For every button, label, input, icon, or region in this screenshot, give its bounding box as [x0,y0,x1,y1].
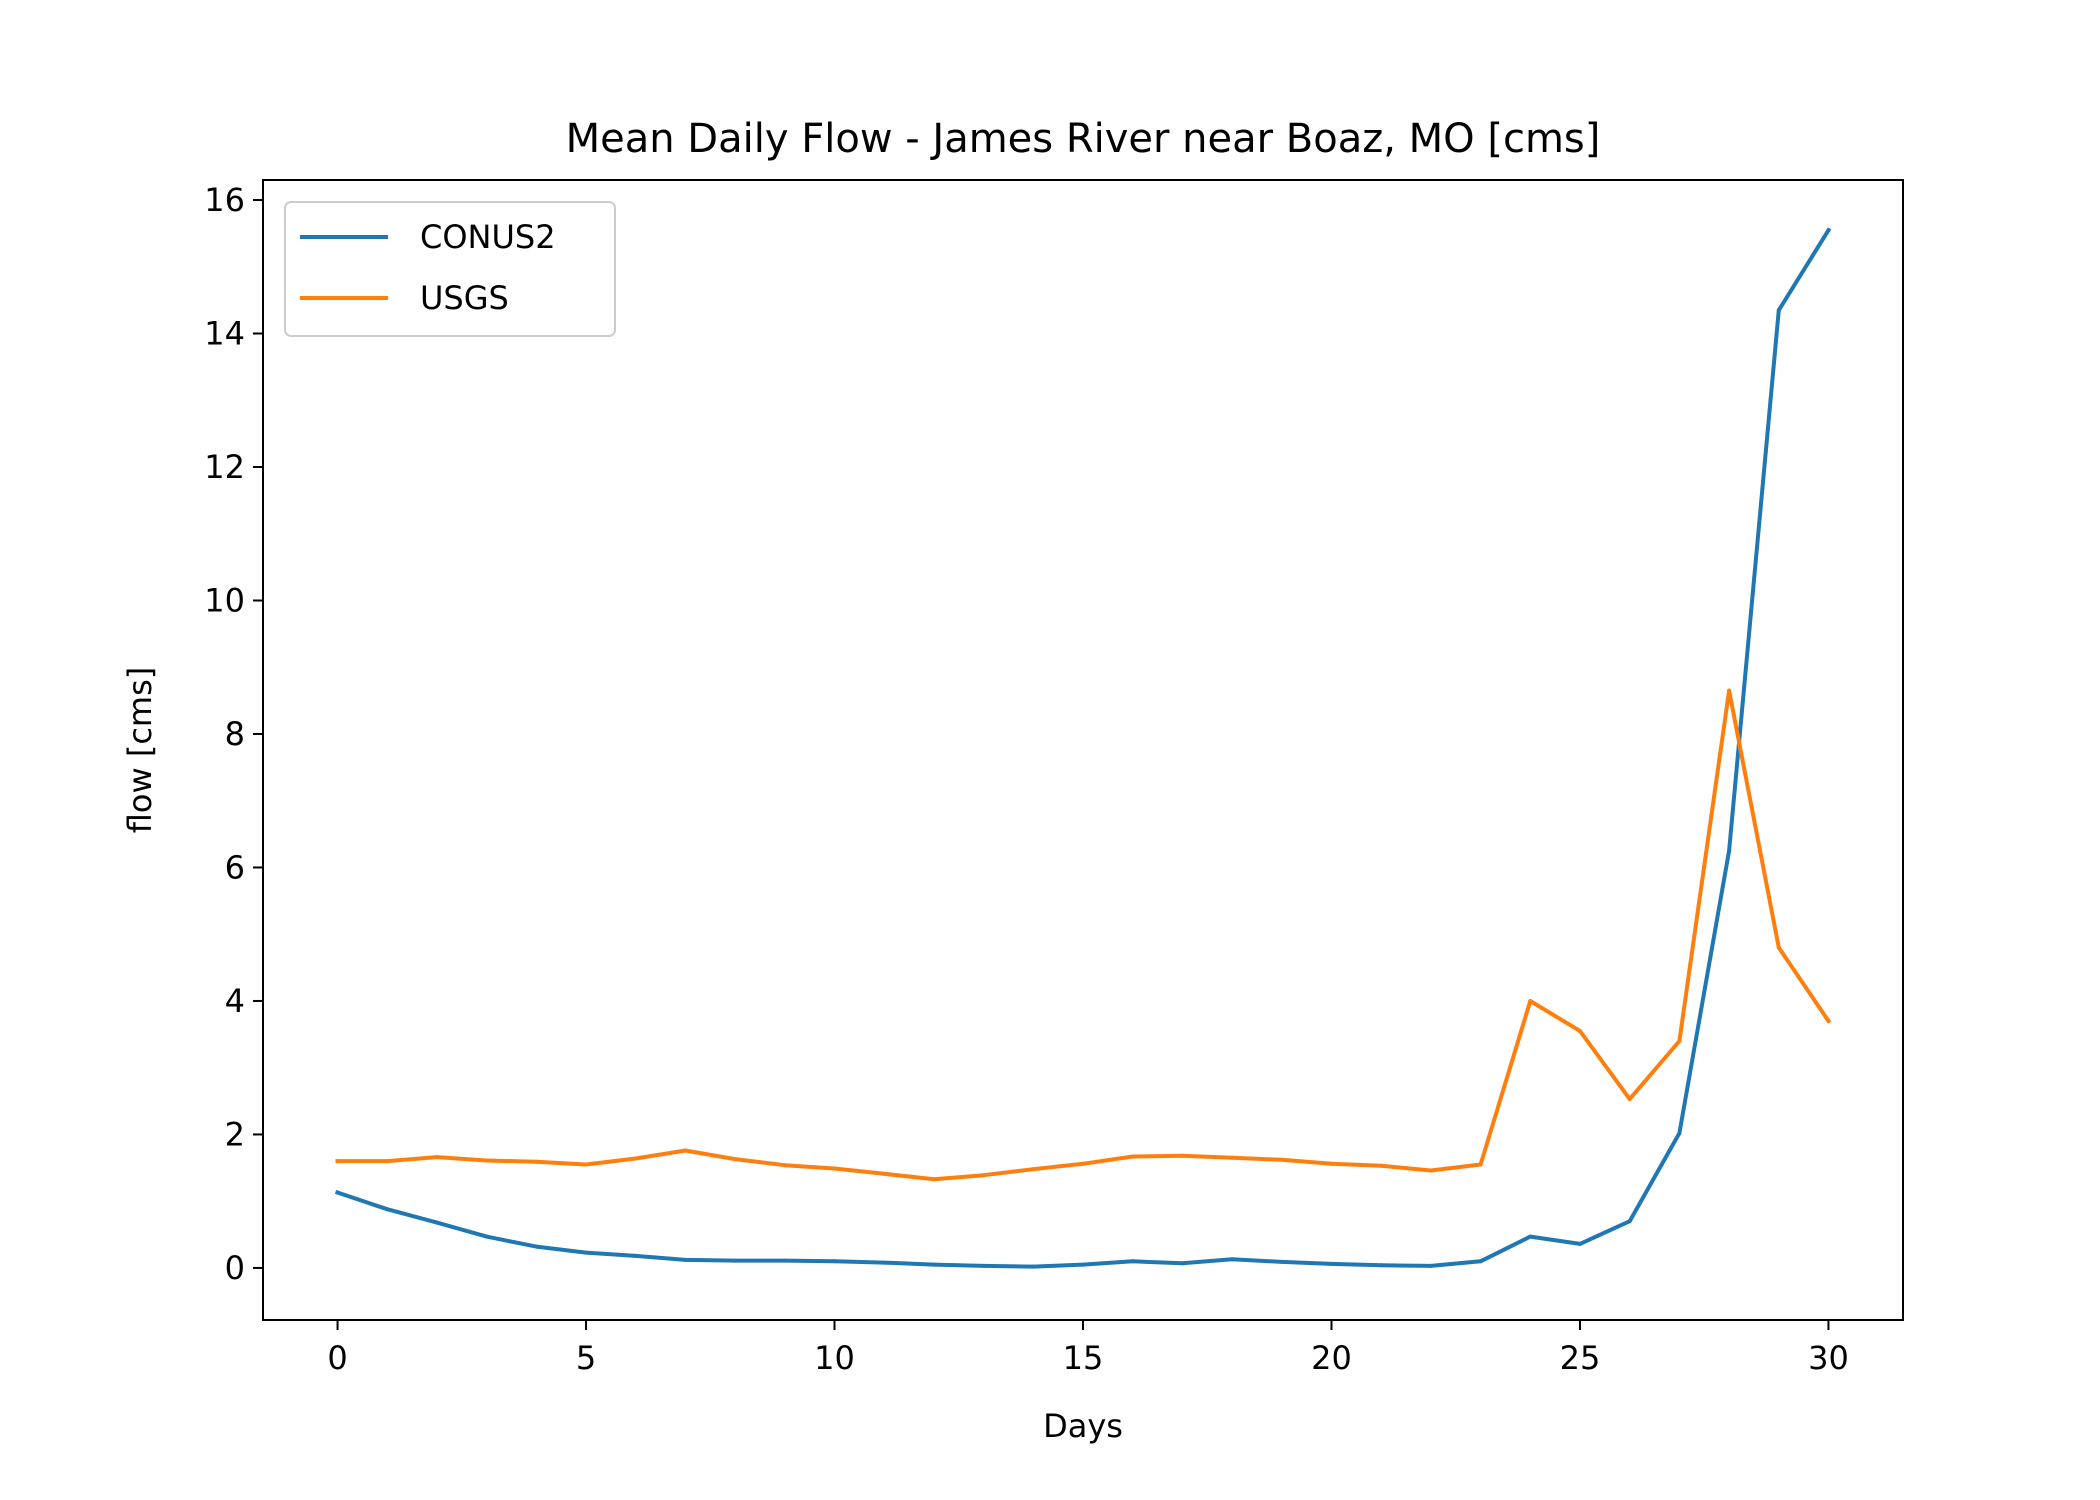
x-axis-ticks: 0 5 10 15 20 25 30 [327,1320,1849,1377]
x-tick-label: 0 [327,1339,347,1377]
data-point-usgs [981,1173,986,1178]
plot-area [263,180,1903,1320]
data-point-conus2 [931,1262,936,1267]
y-tick-label: 10 [204,581,245,619]
data-point-conus2 [1677,1131,1682,1136]
data-point-usgs [782,1163,787,1168]
data-point-usgs [1031,1167,1036,1172]
data-point-conus2 [534,1244,539,1249]
data-point-usgs [1279,1157,1284,1162]
data-point-conus2 [882,1260,887,1265]
data-point-conus2 [832,1259,837,1264]
y-tick-label: 6 [225,848,245,886]
data-point-conus2 [1180,1261,1185,1266]
y-tick-label: 0 [225,1249,245,1287]
data-point-conus2 [1627,1219,1632,1224]
data-point-usgs [683,1148,688,1153]
data-point-conus2 [1826,228,1831,233]
data-point-conus2 [434,1220,439,1225]
data-point-usgs [1826,1019,1831,1023]
data-point-conus2 [584,1250,588,1255]
plot-frame [262,179,1904,1321]
data-point-usgs [385,1159,390,1164]
data-point-conus2 [782,1258,787,1263]
x-tick-label: 5 [576,1339,596,1377]
data-point-usgs [1130,1154,1135,1159]
data-point-usgs [584,1162,588,1167]
legend-label-usgs: USGS [420,279,509,317]
y-tick-label: 12 [204,448,245,486]
data-point-usgs [882,1171,887,1176]
x-tick-label: 30 [1808,1339,1849,1377]
data-point-conus2 [1230,1257,1235,1262]
y-tick-label: 8 [225,715,245,753]
data-point-conus2 [1528,1234,1533,1239]
data-point-usgs [1727,688,1732,693]
chart-title: Mean Daily Flow - James River near Boaz,… [566,116,1601,162]
legend: CONUS2 USGS [284,201,616,337]
data-point-conus2 [1727,848,1732,853]
data-point-usgs [1180,1153,1185,1158]
data-point-usgs [484,1158,489,1163]
data-point-conus2 [1578,1241,1582,1246]
data-point-usgs [1428,1168,1433,1173]
data-point-conus2 [633,1253,638,1258]
data-point-usgs [1578,1029,1582,1033]
data-point-usgs [335,1159,340,1164]
data-point-conus2 [1776,308,1781,313]
data-point-conus2 [1428,1263,1433,1268]
data-point-conus2 [1130,1259,1135,1264]
data-point-conus2 [733,1258,738,1263]
data-point-usgs [633,1156,638,1161]
x-tick-label: 20 [1311,1339,1352,1377]
y-tick-label: 2 [225,1115,245,1153]
data-point-conus2 [1379,1263,1384,1268]
x-axis-label: Days [1043,1407,1123,1445]
x-tick-label: 10 [814,1339,855,1377]
data-point-usgs [1677,1039,1682,1043]
data-point-conus2 [1478,1259,1483,1264]
data-point-conus2 [385,1207,390,1212]
data-point-conus2 [1081,1262,1085,1267]
data-point-conus2 [1031,1264,1036,1269]
data-point-conus2 [484,1234,489,1239]
y-axis-label: flow [cms] [121,667,159,833]
y-axis-ticks: 0 2 4 6 8 10 12 14 16 [204,181,263,1287]
legend-label-conus2: CONUS2 [420,218,556,256]
data-point-conus2 [1329,1261,1334,1266]
data-point-usgs [931,1177,936,1182]
data-point-usgs [434,1155,439,1160]
y-tick-label: 16 [204,181,245,219]
data-point-usgs [1329,1161,1334,1166]
data-point-usgs [534,1159,539,1164]
data-point-usgs [1528,999,1533,1003]
data-point-conus2 [1279,1259,1284,1264]
data-point-usgs [1478,1162,1483,1167]
y-tick-label: 4 [225,982,245,1020]
x-tick-label: 15 [1063,1339,1104,1377]
data-point-usgs [1081,1161,1085,1166]
data-point-conus2 [683,1257,688,1262]
data-point-usgs [1230,1155,1235,1160]
data-point-usgs [1627,1097,1632,1102]
data-point-conus2 [335,1190,340,1195]
y-tick-label: 14 [204,315,245,353]
data-point-usgs [1379,1163,1384,1168]
x-tick-label: 25 [1560,1339,1601,1377]
data-point-usgs [832,1166,837,1171]
data-point-conus2 [981,1263,986,1268]
data-point-usgs [733,1157,738,1162]
data-point-usgs [1776,945,1781,950]
series-layer [334,227,1832,1269]
